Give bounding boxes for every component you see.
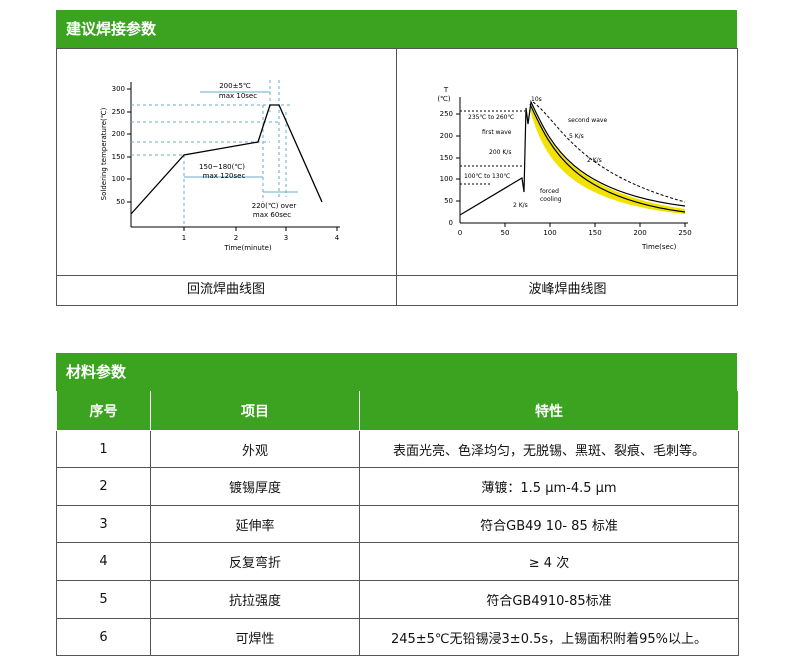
cell-item: 延伸率 (150, 505, 360, 543)
wave-chart: 250 200 150 100 50 0 0 50 100 150 200 25… (437, 86, 691, 251)
cell-prop: 薄镀：1.5 μm-4.5 μm (359, 467, 739, 506)
reflow-ann-peak: 200±5℃ (219, 82, 251, 90)
cell-prop: 245±5℃无铅锡浸3±0.5s，上锡面积附着95%以上。 (359, 618, 739, 656)
reflow-caption: 回流焊曲线图 (186, 282, 265, 297)
wave-xtick: 250 (678, 229, 691, 237)
table-row: 1 外观 表面光亮、色泽均匀，无脱锡、黑斑、裂痕、毛刺等。 (56, 430, 739, 468)
wave-ann-forced: cooling (540, 196, 562, 203)
reflow-ytick: 200 (112, 130, 125, 138)
cell-prop: 符合GB49 10- 85 标准 (359, 505, 739, 543)
wave-ann-2ks: 2 K/s (513, 202, 528, 209)
wave-xtick: 100 (543, 229, 556, 237)
reflow-ylabel: Soldering temperature(℃) (100, 107, 108, 200)
table-row: 4 反复弯折 ≥ 4 次 (56, 542, 739, 581)
cell-no: 1 (56, 430, 151, 468)
wave-ann-2ks: 2 K/s (587, 157, 602, 164)
wave-xtick: 150 (588, 229, 601, 237)
cell-no: 5 (56, 580, 151, 619)
wave-ytick: 250 (440, 110, 453, 118)
cell-no: 6 (56, 618, 151, 656)
wave-ytick: 100 (440, 175, 453, 183)
reflow-xtick: 1 (182, 234, 186, 242)
wave-ytick: 200 (440, 132, 453, 140)
wave-caption: 波峰焊曲线图 (528, 282, 607, 297)
cell-no: 3 (56, 505, 151, 543)
wave-ann-range: 235℃ to 260℃ (468, 114, 514, 121)
panel-divider (396, 48, 397, 306)
cell-item: 反复弯折 (150, 542, 360, 581)
reflow-ann-pre: max 120sec (203, 172, 246, 180)
wave-ann-second: second wave (568, 117, 607, 124)
wave-ann-10s: 10s (531, 96, 542, 103)
wave-ann-forced: forced (540, 188, 559, 195)
reflow-ytick: 50 (116, 198, 125, 206)
reflow-xtick: 4 (335, 234, 340, 242)
table-row: 6 可焊性 245±5℃无铅锡浸3±0.5s，上锡面积附着95%以上。 (56, 618, 739, 656)
section-header-soldering: 建议焊接参数 (56, 10, 737, 48)
table-row: 2 镀锡厚度 薄镀：1.5 μm-4.5 μm (56, 467, 739, 506)
reflow-ann-pre: 150~180(℃) (199, 163, 245, 171)
reflow-ytick: 100 (112, 175, 125, 183)
wave-xtick: 200 (633, 229, 646, 237)
wave-ann-pre: 100℃ to 130℃ (464, 173, 510, 180)
wave-ytick: 150 (440, 154, 453, 162)
wave-yunit: T (443, 86, 449, 94)
wave-xtick: 50 (501, 229, 510, 237)
reflow-xtick: 2 (234, 234, 238, 242)
table-row: 3 延伸率 符合GB49 10- 85 标准 (56, 505, 739, 543)
wave-ytick: 0 (449, 219, 453, 227)
caption-divider (56, 275, 738, 276)
cell-item: 可焊性 (150, 618, 360, 656)
col-header-no: 序号 (56, 391, 151, 431)
reflow-ann-over: max 60sec (253, 211, 291, 219)
table-header-row: 序号 项目 特性 (56, 391, 739, 431)
col-header-item: 项目 (150, 391, 360, 431)
reflow-ytick: 250 (112, 108, 125, 116)
reflow-ytick: 300 (112, 85, 125, 93)
cell-prop: 表面光亮、色泽均匀，无脱锡、黑斑、裂痕、毛刺等。 (359, 430, 739, 468)
material-table: 序号 项目 特性 1 外观 表面光亮、色泽均匀，无脱锡、黑斑、裂痕、毛刺等。 2… (56, 391, 739, 656)
reflow-ann-peak: max 10sec (219, 92, 257, 100)
wave-yunit: (℃) (437, 95, 451, 103)
chart-panel (56, 48, 738, 306)
cell-prop: ≥ 4 次 (359, 542, 739, 581)
wave-ann-200ks: 200 K/s (489, 149, 511, 156)
reflow-xlabel: Time(minute) (223, 244, 272, 252)
cell-item: 外观 (150, 430, 360, 468)
wave-xtick: 0 (458, 229, 462, 237)
wave-ann-5ks: 5 K/s (569, 133, 584, 140)
cell-item: 镀锡厚度 (150, 467, 360, 506)
wave-xlabel: Time(sec) (641, 243, 677, 251)
section-header-material: 材料参数 (56, 353, 737, 391)
reflow-chart: 300 250 200 150 100 50 1 2 3 4 Time(minu… (100, 80, 340, 252)
col-header-prop: 特性 (359, 391, 739, 431)
wave-ann-first: first wave (482, 129, 512, 136)
cell-item: 抗拉强度 (150, 580, 360, 619)
cell-prop: 符合GB4910-85标准 (359, 580, 739, 619)
cell-no: 4 (56, 542, 151, 581)
reflow-xtick: 3 (284, 234, 288, 242)
reflow-ytick: 150 (112, 153, 125, 161)
cell-no: 2 (56, 467, 151, 506)
table-row: 5 抗拉强度 符合GB4910-85标准 (56, 580, 739, 619)
reflow-ann-over: 220(℃) over (252, 202, 297, 210)
wave-ytick: 50 (444, 197, 453, 205)
